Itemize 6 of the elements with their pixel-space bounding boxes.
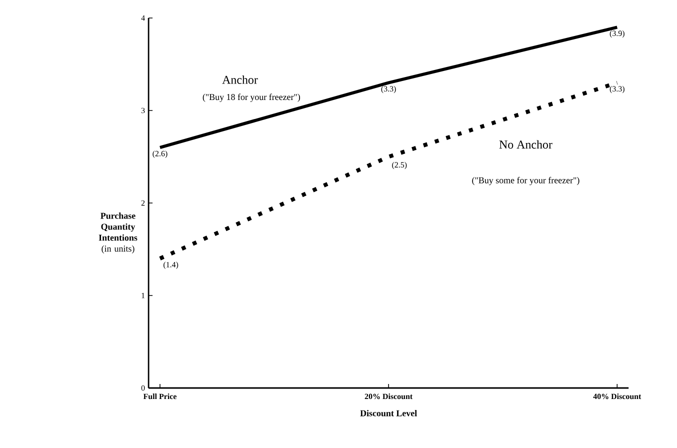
annotation: ("Buy 18 for your freezer") [202, 94, 300, 102]
y-axis-title: Purchase Quantity Intentions (in units) [98, 212, 138, 254]
text: Anchor [222, 75, 258, 84]
x-axis-title: Discount Level [360, 410, 417, 416]
series-label: No Anchor [499, 140, 552, 149]
annotation: ("Buy some for your freezer") [472, 176, 580, 186]
